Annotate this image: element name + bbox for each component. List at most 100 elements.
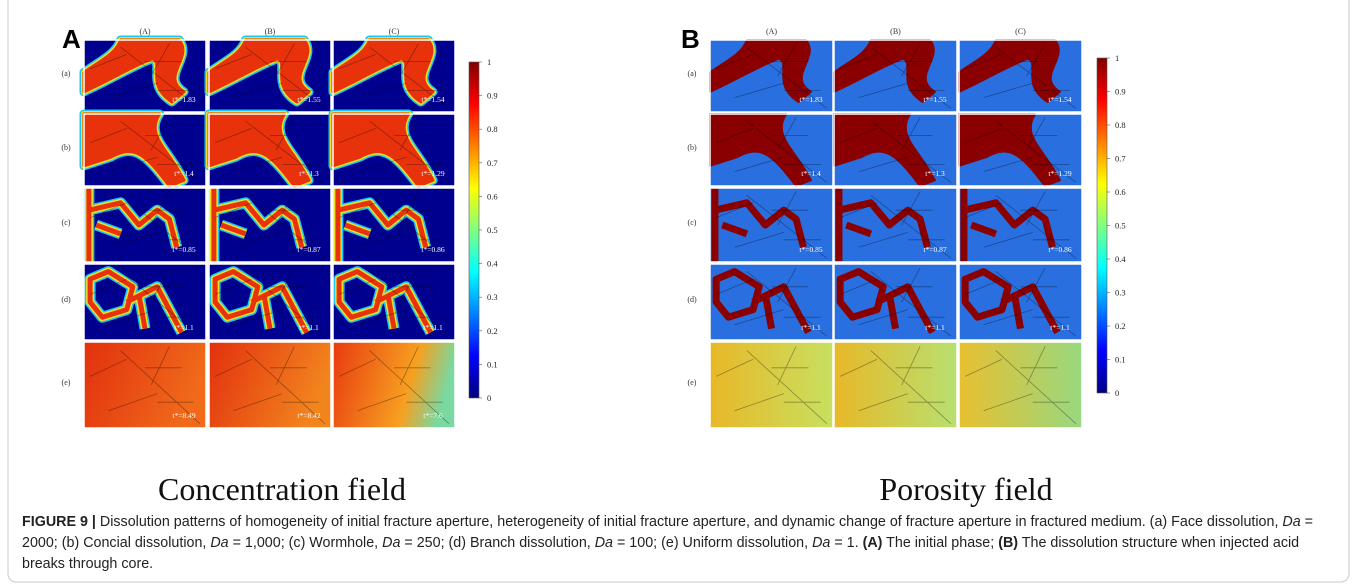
colorbar-tick-label: 0.9 [487, 91, 498, 101]
cell-border [958, 187, 1083, 263]
dissolution-pattern [710, 40, 811, 102]
dissolution-pattern [834, 40, 935, 102]
cell-border [958, 113, 1083, 187]
pattern-edge [89, 188, 177, 262]
row-label: (c) [62, 218, 71, 227]
figure-frame [7, 0, 1350, 583]
cell-border [833, 263, 958, 341]
fracture-lines [215, 268, 325, 336]
simulation-cell: t*=1.55 [834, 40, 957, 112]
caption-segment: (B) [998, 535, 1019, 551]
caption-segment: = 1,000; (c) Wormhole, [228, 535, 383, 551]
fracture-lines [965, 268, 1076, 336]
dissolution-pattern [840, 272, 932, 333]
simulation-cell: t*=0.87 [834, 188, 957, 262]
column-label: (C) [389, 27, 400, 36]
colorbar-tick-label: 0.5 [1115, 221, 1126, 231]
time-label: t*=0.87 [923, 245, 946, 254]
fracture-lines [90, 268, 200, 336]
fracture-lines [339, 44, 449, 109]
time-label: t*=1.55 [923, 95, 946, 104]
simulation-cell [834, 342, 957, 428]
cell-border [958, 263, 1083, 341]
simulation-cell: t*=0.86 [959, 188, 1082, 262]
fracture-lines [840, 118, 951, 183]
cell-background [209, 342, 331, 428]
field-title: Concentration field [158, 471, 406, 507]
fracture-lines [716, 44, 827, 109]
fracture-lines [215, 346, 325, 423]
cell-border [208, 187, 332, 263]
simulation-cell: t*=1.4 [710, 114, 833, 186]
fracture-lines [215, 118, 325, 183]
colorbar-tick-label: 0.4 [487, 259, 498, 269]
pattern-edge [964, 188, 1053, 262]
colorbar [468, 61, 480, 399]
time-label: t*=8.42 [297, 411, 320, 420]
time-label: t*=1.54 [421, 95, 444, 104]
caption-segment: Da [812, 535, 831, 551]
caption-segment: Da [382, 535, 401, 551]
dissolution-pattern [716, 272, 808, 333]
panel-letter: B [681, 24, 700, 54]
simulation-cell: t*=1.1 [84, 264, 206, 340]
simulation-cell: t*=1.55 [209, 40, 331, 112]
simulation-cell: t*=1.3 [209, 114, 331, 186]
caption-segment: Da [210, 535, 229, 551]
cell-border [332, 187, 456, 263]
column-label: (A) [766, 27, 777, 36]
simulation-cell: t*=1.83 [84, 40, 206, 112]
simulation-cell: t*=0.85 [84, 188, 206, 262]
time-label: t*=1.1 [801, 323, 821, 332]
fracture-lines [965, 346, 1076, 423]
row-label: (c) [688, 218, 697, 227]
cell-background [84, 342, 206, 428]
colorbar-tick-label: 0.2 [1115, 321, 1126, 331]
row-label: (d) [687, 295, 697, 304]
caption-segment: = 1. [830, 535, 863, 551]
fracture-lines [215, 192, 325, 259]
cell-border [833, 187, 958, 263]
cell-border [83, 341, 207, 429]
simulation-cell: t*=1.29 [333, 114, 455, 186]
dissolution-pattern [214, 188, 302, 262]
fracture-lines [90, 118, 200, 183]
pattern-edge [959, 40, 1060, 102]
caption-segment: (A) [862, 535, 883, 551]
pattern-edge [716, 272, 808, 333]
colorbar-tick-label: 0 [1115, 388, 1119, 398]
pattern-edge [840, 272, 932, 333]
time-label: t*=1.29 [421, 169, 444, 178]
pattern-edge [715, 188, 804, 262]
simulation-cell: t*=1.4 [84, 114, 206, 186]
colorbar [1096, 57, 1108, 394]
caption-segment: The initial phase; [882, 535, 999, 551]
row-label: (a) [688, 69, 697, 78]
cell-border [709, 263, 834, 341]
colorbar-tick-label: 0.9 [1115, 87, 1126, 97]
time-label: t*=1.29 [1048, 169, 1071, 178]
simulation-cell: t*=1.54 [333, 40, 455, 112]
caption-segment: Dissolution patterns of homogeneity of i… [99, 514, 1283, 530]
time-label: t*=1.4 [174, 169, 194, 178]
caption-segment: FIGURE 9 | [22, 514, 100, 530]
cell-border [332, 113, 456, 187]
dissolution-pattern [839, 188, 928, 262]
cell-background [710, 342, 833, 428]
caption-segment: Da [1282, 514, 1301, 530]
time-label: t*=1.83 [172, 95, 195, 104]
time-label: t*=1.1 [174, 323, 194, 332]
colorbar-tick-label: 0.4 [1115, 254, 1126, 264]
fracture-lines [716, 192, 827, 259]
pattern-edge [965, 272, 1057, 333]
cell-border [83, 263, 207, 341]
fracture-lines [840, 268, 951, 336]
pattern-edge [84, 40, 184, 102]
pattern-edge [90, 272, 182, 333]
column-label: (B) [890, 27, 901, 36]
colorbar-tick-label: 0.3 [487, 292, 498, 302]
pattern-edge [710, 40, 811, 102]
fracture-lines [339, 346, 449, 423]
time-label: t*=1.1 [423, 323, 443, 332]
